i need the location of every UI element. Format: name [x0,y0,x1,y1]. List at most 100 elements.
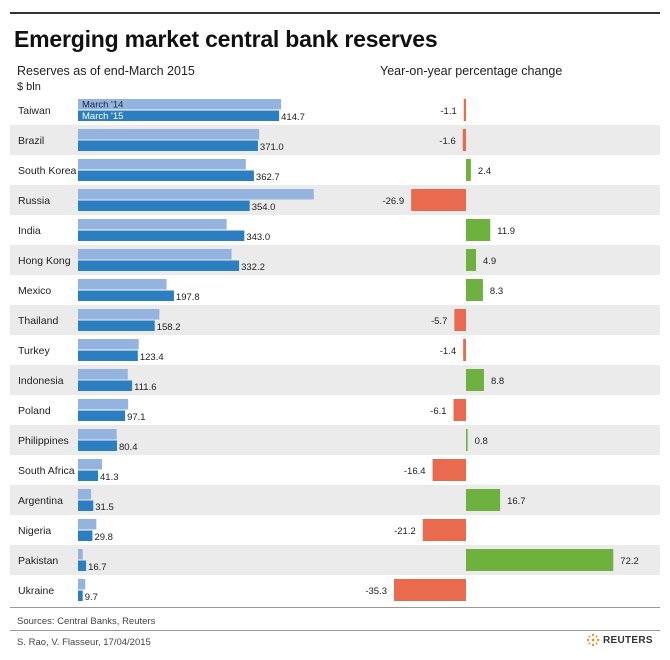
data-label-reserves-philippines: 80.4 [119,442,138,453]
bar-march14-pakistan [78,549,83,560]
bar-march14-south-africa [78,459,102,470]
bar-march14-hong-kong [78,249,232,260]
bar-change-pakistan [466,549,614,571]
bar-march14-russia [78,189,314,200]
reserves-subtitle: Reserves as of end-March 2015 [17,64,195,78]
data-label-change-india: 11.9 [497,226,515,237]
data-label-reserves-turkey: 123.4 [140,352,164,363]
bar-march14-thailand [78,309,160,320]
bar-march15-indonesia [78,380,133,391]
data-label-change-poland: -6.1 [430,406,446,417]
bar-change-nigeria [422,519,466,541]
bar-change-hong-kong [466,249,476,271]
bar-march14-ukraine [78,579,86,590]
bar-change-brazil [462,129,466,151]
data-label-reserves-south-korea: 362.7 [256,172,280,183]
bar-march15-argentina [78,500,94,511]
data-label-change-mexico: 8.3 [490,286,503,297]
bar-march15-poland [78,410,126,421]
category-label-mexico: Mexico [18,285,51,297]
data-label-reserves-hong-kong: 332.2 [241,262,265,273]
bar-march14-nigeria [78,519,97,530]
bar-march15-turkey [78,350,138,361]
data-label-change-brazil: -1.6 [439,136,455,147]
bar-march14-south-korea [78,159,246,170]
data-label-reserves-poland: 97.1 [127,412,146,423]
bar-march14-taiwan [78,99,282,110]
category-label-hong-kong: Hong Kong [18,255,71,267]
bar-march14-india [78,219,227,230]
data-label-change-south-korea: 2.4 [478,166,491,177]
bar-change-mexico [466,279,483,301]
data-label-change-nigeria: -21.2 [394,526,416,537]
bar-march15-mexico [78,290,174,301]
bar-change-russia [411,189,466,211]
bar-change-thailand [454,309,466,331]
data-label-reserves-mexico: 197.8 [176,292,200,303]
bar-march15-pakistan [78,560,87,571]
category-label-poland: Poland [18,405,51,417]
data-label-reserves-india: 343.0 [246,232,270,243]
bar-march14-philippines [78,429,117,440]
bar-march14-poland [78,399,129,410]
footer-divider [10,607,660,608]
sources-note: Sources: Central Banks, Reuters [17,616,156,627]
category-label-indonesia: Indonesia [18,375,64,387]
reuters-mark-icon [586,633,600,647]
bar-march15-hong-kong [78,260,240,271]
credit-line: S. Rao, V. Flasseur, 17/04/2015 [17,637,151,648]
data-label-reserves-south-africa: 41.3 [100,472,119,483]
bar-march14-mexico [78,279,167,290]
footer-rule [10,630,660,631]
data-label-change-thailand: -5.7 [431,316,447,327]
data-label-reserves-brazil: 371.0 [260,142,284,153]
bar-change-philippines [466,429,468,451]
bar-march15-south-africa [78,470,99,481]
bar-march15-india [78,230,245,241]
category-label-taiwan: Taiwan [18,105,51,117]
bar-march15-south-korea [78,170,254,181]
category-label-philippines: Philippines [18,435,69,447]
bar-march14-argentina [78,489,92,500]
bar-change-taiwan [463,99,466,121]
bar-change-argentina [466,489,501,511]
reuters-logo: REUTERS [586,633,653,647]
bar-march15-taiwan [78,110,280,121]
data-label-change-hong-kong: 4.9 [483,256,496,267]
category-label-pakistan: Pakistan [18,555,58,567]
category-label-russia: Russia [18,195,50,207]
data-label-reserves-nigeria: 29.8 [94,532,113,543]
row-band-philippines [10,425,660,455]
row-band-argentina [10,485,660,515]
bar-march15-philippines [78,440,117,451]
top-rule [10,12,660,14]
bar-march15-russia [78,200,250,211]
bar-change-ukraine [393,579,466,601]
category-label-argentina: Argentina [18,495,63,507]
bar-change-india [466,219,491,241]
bar-march15-ukraine [78,590,83,601]
bar-change-south-africa [432,459,466,481]
data-label-change-ukraine: -35.3 [365,586,387,597]
category-label-brazil: Brazil [18,135,44,147]
legend-march14: March '14 [82,100,123,111]
data-label-change-turkey: -1.4 [440,346,456,357]
data-label-reserves-ukraine: 9.7 [85,592,98,603]
unit-label: $ bln [17,81,41,93]
category-label-thailand: Thailand [18,315,58,327]
bar-change-turkey [463,339,466,361]
category-label-india: India [18,225,41,237]
bar-march15-thailand [78,320,155,331]
bar-march14-turkey [78,339,139,350]
category-label-ukraine: Ukraine [18,585,54,597]
brand-name: REUTERS [603,634,653,646]
chart-canvas: Taiwan 414.7 -1.1 Brazil 371.0 -1.6 South Kore… [10,99,660,603]
data-label-change-russia: -26.9 [382,196,404,207]
data-label-reserves-pakistan: 16.7 [88,562,107,573]
chart-title: Emerging market central bank reserves [14,26,438,52]
category-label-turkey: Turkey [18,345,50,357]
legend-march15: March '15 [82,111,123,122]
bar-march14-brazil [78,129,260,140]
data-label-reserves-argentina: 31.5 [95,502,114,513]
category-label-south-korea: South Korea [18,165,77,177]
